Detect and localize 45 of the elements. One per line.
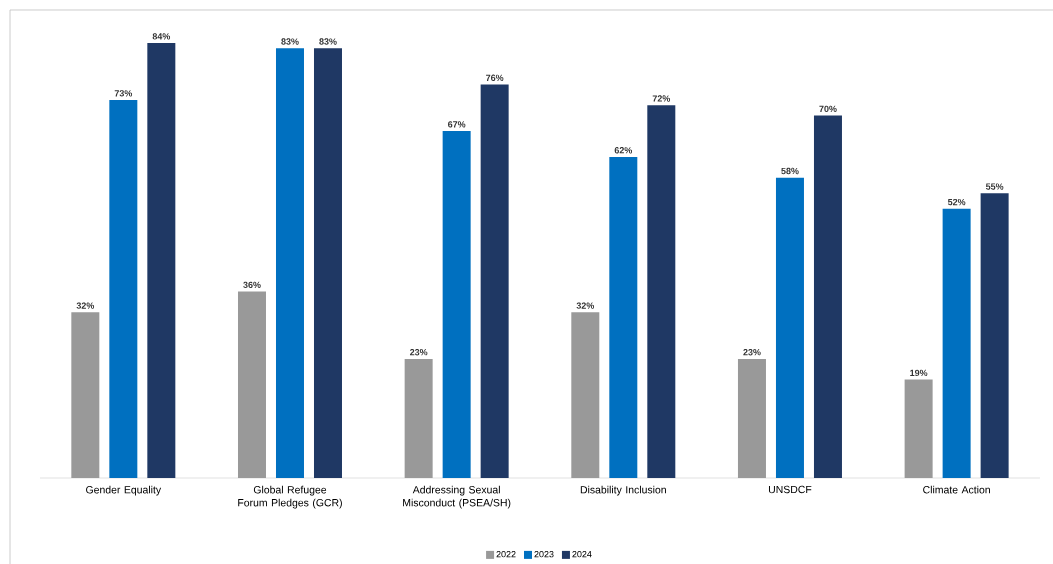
bar	[147, 43, 176, 478]
legend-label: 2023	[534, 551, 554, 558]
data-label: 55%	[985, 183, 1004, 190]
x-tick-label: Gender Equality	[86, 485, 162, 496]
data-label: 67%	[448, 121, 466, 128]
bar	[237, 291, 266, 478]
bar	[480, 84, 509, 478]
x-tick-label: Disability Inclusion	[580, 485, 666, 496]
bar	[109, 100, 138, 478]
data-label: 19%	[910, 369, 928, 377]
x-tick-label: UNSDCF	[768, 485, 812, 494]
legend-label: 2024	[572, 551, 592, 558]
bar	[737, 358, 766, 478]
bar	[71, 312, 100, 478]
data-label: 23%	[409, 349, 428, 356]
bar	[647, 105, 676, 478]
bar	[404, 358, 433, 478]
x-tick-label: Addressing Sexual Misconduct (PSEA/SH)	[403, 485, 511, 509]
bar	[609, 156, 638, 478]
bar	[775, 177, 804, 478]
data-label: 83%	[319, 38, 337, 45]
data-label: 70%	[819, 105, 837, 113]
data-label: 83%	[281, 38, 299, 45]
legend-label: 2022	[496, 551, 516, 558]
data-label: 52%	[947, 198, 966, 206]
bar	[980, 193, 1009, 478]
data-label: 36%	[243, 281, 261, 289]
bar	[275, 48, 304, 478]
data-label: 32%	[576, 302, 595, 309]
data-label: 72%	[652, 95, 671, 102]
bar	[442, 131, 471, 478]
bar	[904, 379, 933, 478]
bar	[813, 115, 842, 478]
x-tick-label: Climate Action	[923, 485, 990, 494]
data-label: 76%	[486, 74, 504, 81]
bar	[571, 312, 600, 478]
data-label: 73%	[114, 90, 133, 97]
data-label: 62%	[614, 147, 633, 154]
data-label: 23%	[743, 349, 761, 356]
bar	[942, 208, 971, 478]
data-label: 32%	[76, 302, 95, 309]
bar	[313, 48, 342, 478]
data-label: 84%	[152, 33, 171, 40]
x-tick-label: Global Refugee Forum Pledges (GCR)	[238, 485, 342, 509]
data-label: 58%	[781, 167, 799, 175]
